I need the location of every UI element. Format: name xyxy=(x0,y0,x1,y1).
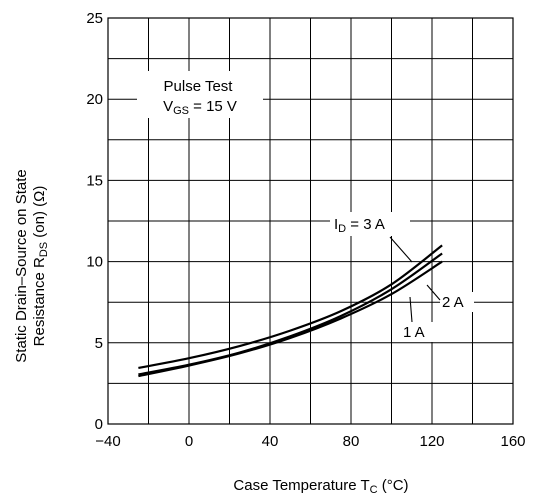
x-axis-title-main: Case Temperature T xyxy=(233,477,369,494)
x-tick-label: 120 xyxy=(419,433,444,450)
x-axis-title: Case Temperature TC (°C) xyxy=(233,477,408,495)
pulse-test-label: Pulse Test xyxy=(164,78,234,95)
y-tick-label: 15 xyxy=(86,172,103,189)
y-axis-title-sub: DS xyxy=(38,242,50,257)
curve-id-3a xyxy=(138,244,443,370)
x-tick-label: 0 xyxy=(185,433,193,450)
svg-text:2 A: 2 A xyxy=(442,294,464,311)
y-tick-label: 20 xyxy=(86,91,103,108)
series-label-2a: 2 A xyxy=(440,292,474,312)
svg-text:Static Drain–Source on State: Static Drain–Source on State xyxy=(13,169,30,362)
plot-frame xyxy=(107,17,514,425)
curves xyxy=(138,244,443,378)
curve-id-2a xyxy=(138,252,443,376)
y-tick-label: 5 xyxy=(95,335,103,352)
leader-3a xyxy=(389,236,413,263)
series-label-1a: 1 A xyxy=(402,322,436,342)
y-tick-label: 0 xyxy=(95,416,103,433)
leader-2a xyxy=(426,284,441,301)
leader-1a xyxy=(409,296,413,323)
svg-text:Resistance RDS (on) (Ω): Resistance RDS (on) (Ω) xyxy=(31,186,50,347)
y-axis-title-main: Resistance R xyxy=(31,257,48,346)
svg-text:1 A: 1 A xyxy=(403,324,425,341)
x-tick-label: −40 xyxy=(95,433,120,450)
svg-text:ID = 3 A: ID = 3 A xyxy=(334,216,385,235)
x-axis-title-unit: (°C) xyxy=(378,477,409,494)
grid xyxy=(108,18,513,424)
conditions-annotation: Pulse Test VGS = 15 V xyxy=(137,71,263,118)
curve-id-1a xyxy=(138,260,443,378)
y-tick-labels: 0 5 10 15 20 25 xyxy=(86,10,103,433)
x-axis-title-sub: C xyxy=(370,484,378,495)
x-tick-label: 40 xyxy=(262,433,279,450)
y-tick-label: 10 xyxy=(86,254,103,271)
x-tick-labels: −40 0 40 80 120 160 xyxy=(95,433,525,450)
vgs-label: VGS = 15 V xyxy=(163,98,237,117)
y-tick-label: 25 xyxy=(86,10,103,27)
x-tick-label: 80 xyxy=(343,433,360,450)
series-label-3a: ID = 3 A xyxy=(330,212,410,236)
y-axis-title: Static Drain–Source on State Resistance … xyxy=(13,169,50,362)
y-axis-title-rest: (on) (Ω) xyxy=(31,186,48,242)
x-tick-label: 160 xyxy=(500,433,525,450)
y-axis-title-line1: Static Drain–Source on State xyxy=(13,169,30,362)
